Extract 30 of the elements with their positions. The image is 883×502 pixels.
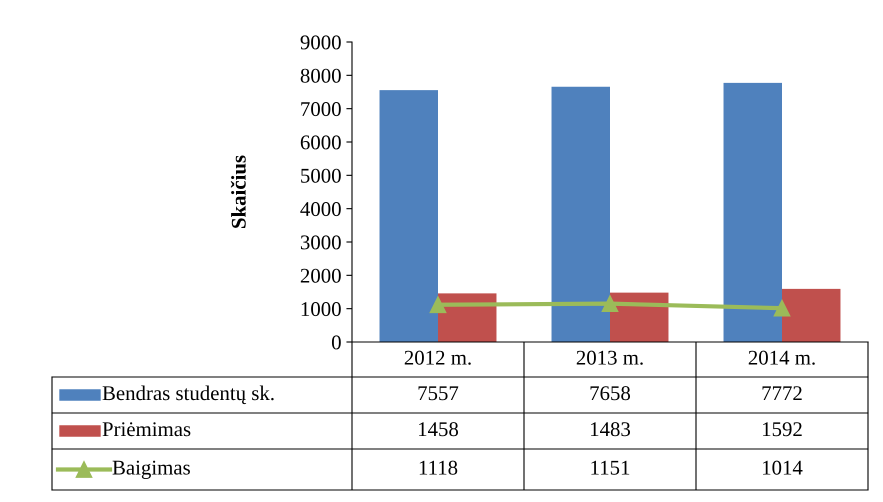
y-tick-label: 9000	[300, 35, 341, 50]
bar	[552, 86, 610, 342]
x-tick-label: 2014 m.	[748, 350, 815, 365]
legend-label: Bendras studentų sk.	[102, 386, 274, 404]
y-tick-label: 4000	[300, 202, 341, 216]
data-label: 7772	[762, 386, 802, 400]
x-tick-label: 2013 m.	[576, 350, 643, 365]
legend-label: Priėmimas	[102, 422, 190, 436]
y-tick-label: 8000	[300, 68, 341, 83]
data-label: 7557	[418, 386, 458, 400]
bar	[380, 90, 438, 342]
y-tick-label: 3000	[300, 235, 341, 250]
y-tick-label: 7000	[301, 102, 341, 116]
data-label: 1483	[591, 422, 630, 436]
data-label: 1151	[591, 460, 630, 475]
y-tick-label: 6000	[300, 135, 341, 150]
y-tick-label: 2000	[300, 268, 341, 283]
y-axis-title: Skaičius	[230, 155, 246, 228]
legend-label: Baigimas	[112, 460, 190, 479]
bar	[782, 288, 840, 342]
data-label: 1014	[763, 460, 803, 475]
data-label: 1458	[419, 422, 458, 436]
y-tick-label: 0	[332, 335, 341, 350]
y-tick-label: 1000	[302, 302, 341, 316]
data-label: 1592	[763, 422, 802, 436]
y-tick-label: 5000	[301, 168, 341, 183]
data-label: 1118	[420, 460, 458, 475]
data-label: 7658	[590, 386, 630, 400]
x-tick-label: 2012 m.	[404, 350, 471, 365]
bar	[724, 82, 782, 342]
